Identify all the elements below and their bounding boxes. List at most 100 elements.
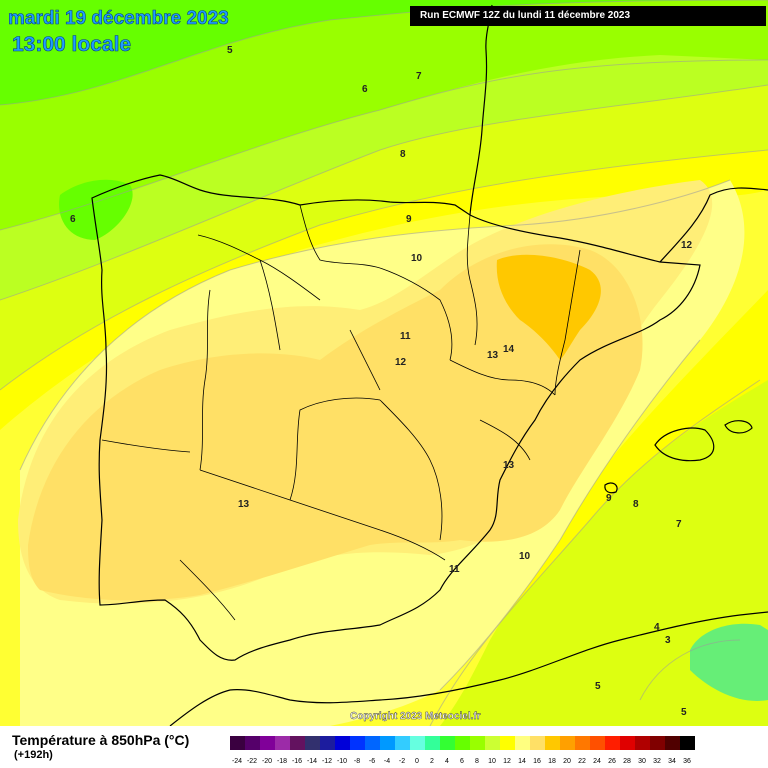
contour-label: 8 — [633, 499, 639, 510]
legend-swatch — [380, 736, 395, 750]
legend-tick-label: -22 — [247, 758, 257, 765]
contour-label: 5 — [681, 707, 687, 718]
legend-swatch — [560, 736, 575, 750]
contour-label: 6 — [362, 84, 368, 95]
contour-label: 11 — [449, 564, 460, 575]
legend-tick-label: 32 — [653, 758, 661, 765]
contour-label: 7 — [676, 519, 682, 530]
legend-swatch — [575, 736, 590, 750]
contour-label: 4 — [654, 622, 660, 633]
legend-tick-label: -4 — [384, 758, 390, 765]
legend-tick-label: 4 — [445, 758, 449, 765]
legend-swatch — [635, 736, 650, 750]
legend-tick-label: 6 — [460, 758, 464, 765]
legend-tick-label: -2 — [399, 758, 405, 765]
contour-label: 13 — [487, 350, 499, 361]
legend-tick-label: 12 — [503, 758, 511, 765]
legend-swatch — [605, 736, 620, 750]
legend-swatch — [335, 736, 350, 750]
legend-swatch — [680, 736, 695, 750]
legend-tick-label: 36 — [683, 758, 691, 765]
legend-swatch — [230, 736, 245, 750]
france-coast — [469, 4, 493, 216]
contour-label: 9 — [606, 493, 612, 504]
legend-tick-label: -24 — [232, 758, 242, 765]
legend-swatch — [410, 736, 425, 750]
contour-label: 5 — [227, 45, 233, 56]
region-borders — [101, 204, 581, 621]
ibiza — [604, 482, 618, 494]
legend-tick-label: -10 — [337, 758, 347, 765]
legend-tick-label: 10 — [488, 758, 496, 765]
legend-tick-label: -16 — [292, 758, 302, 765]
legend-swatch — [245, 736, 260, 750]
legend-swatch — [455, 736, 470, 750]
color-scale-legend: -24 -22 -20 -18 -16 -14 -12 -10 -8 -6 -4 -2 0 2 4 6 8 10 1… — [230, 736, 695, 765]
legend-swatch — [425, 736, 440, 750]
contour-label: 13 — [503, 460, 515, 471]
contour-label: 14 — [503, 344, 515, 355]
legend-swatch — [620, 736, 635, 750]
contour-label: 13 — [238, 499, 250, 510]
legend-swatch — [530, 736, 545, 750]
legend-swatch — [485, 736, 500, 750]
forecast-time: 13:00 locale — [12, 33, 132, 57]
band-6-nw — [59, 179, 133, 240]
contour-label: 11 — [400, 331, 411, 342]
legend-swatch — [275, 736, 290, 750]
legend-swatch — [365, 736, 380, 750]
legend-swatch — [350, 736, 365, 750]
band-13 — [28, 244, 643, 601]
legend-tick-label: 16 — [533, 758, 541, 765]
legend-swatch — [290, 736, 305, 750]
legend-tick-label: -18 — [277, 758, 287, 765]
legend-swatch — [320, 736, 335, 750]
contour-label: 12 — [395, 357, 407, 368]
legend-swatch — [500, 736, 515, 750]
legend-tick-label: 20 — [563, 758, 571, 765]
legend-swatch — [395, 736, 410, 750]
legend-tick-label: 14 — [518, 758, 526, 765]
lead-time-label: (+192h) — [14, 749, 53, 761]
legend-tick-label: 22 — [578, 758, 586, 765]
legend-tick-label: -12 — [322, 758, 332, 765]
legend-swatch — [665, 736, 680, 750]
france-med-coast — [659, 187, 768, 263]
menorca — [724, 420, 753, 434]
legend-swatch — [650, 736, 665, 750]
contour-label: 3 — [665, 635, 671, 646]
legend-tick-label: 0 — [415, 758, 419, 765]
contour-label: 10 — [519, 551, 531, 562]
legend-tick-label: 24 — [593, 758, 601, 765]
legend-swatch — [545, 736, 560, 750]
legend-tick-label: 2 — [430, 758, 434, 765]
temperature-map — [0, 0, 768, 726]
contour-label: 6 — [70, 214, 76, 225]
contour-label: 12 — [681, 240, 693, 251]
legend-swatch — [260, 736, 275, 750]
iberia-coast — [91, 174, 701, 661]
contour-label: 10 — [411, 253, 423, 264]
legend-swatch — [305, 736, 320, 750]
legend-swatch — [470, 736, 485, 750]
legend-tick-label: 18 — [548, 758, 556, 765]
legend-swatch — [590, 736, 605, 750]
legend-tick-label: -20 — [262, 758, 272, 765]
legend-swatch — [515, 736, 530, 750]
legend-tick-label: 8 — [475, 758, 479, 765]
legend-tick-label: 30 — [638, 758, 646, 765]
contour-label: 9 — [406, 214, 412, 225]
legend-tick-label: 26 — [608, 758, 616, 765]
legend-tick-label: 28 — [623, 758, 631, 765]
coastlines — [91, 4, 768, 726]
run-banner: Run ECMWF 12Z du lundi 11 décembre 2023 — [410, 6, 766, 26]
contour-label: 8 — [400, 149, 406, 160]
legend-tick-label: -14 — [307, 758, 317, 765]
contour-label: 5 — [595, 681, 601, 692]
forecast-date: mardi 19 décembre 2023 — [8, 8, 229, 30]
legend-swatch — [440, 736, 455, 750]
legend-tick-label: -8 — [354, 758, 360, 765]
legend-tick-label: -6 — [369, 758, 375, 765]
legend-tick-label: 34 — [668, 758, 676, 765]
